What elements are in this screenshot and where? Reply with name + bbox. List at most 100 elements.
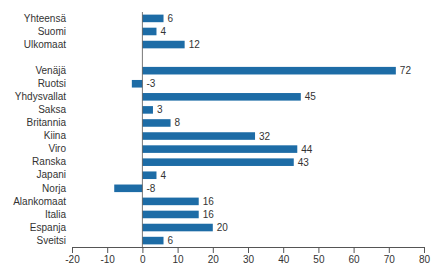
bar xyxy=(142,224,212,232)
bar xyxy=(142,198,198,206)
bar xyxy=(142,93,300,101)
category: Yhteensä xyxy=(24,13,67,24)
x-axis: -20 -10 0 10 20 30 40 50 60 70 80 xyxy=(65,247,430,265)
bar xyxy=(142,28,156,36)
tick: 70 xyxy=(384,247,396,265)
category: Britannia xyxy=(27,117,67,128)
tick: 0 xyxy=(140,247,146,265)
tick-label: 30 xyxy=(243,254,255,265)
category: Japani xyxy=(37,169,66,180)
tick: 60 xyxy=(349,247,361,265)
data-label: 20 xyxy=(217,222,229,233)
tick-mark xyxy=(72,247,73,253)
category: Venäjä xyxy=(35,65,66,76)
category: Ranska xyxy=(32,156,66,167)
data-label: 12 xyxy=(189,39,201,50)
data-label: 45 xyxy=(305,91,317,102)
category-label: Viro xyxy=(48,143,66,154)
bar xyxy=(132,80,143,88)
tick-mark xyxy=(107,247,108,253)
zero-line xyxy=(142,12,143,247)
tick-mark xyxy=(142,247,143,253)
data-label: 6 xyxy=(168,235,174,246)
category: Viro xyxy=(48,143,66,154)
tick-mark xyxy=(213,247,214,253)
bar xyxy=(142,67,395,75)
bars xyxy=(114,15,396,245)
bar xyxy=(142,106,153,114)
category-label: Ulkomaat xyxy=(24,39,66,50)
category-label: Italia xyxy=(45,209,67,220)
category: Italia xyxy=(45,209,67,220)
bar xyxy=(142,145,297,153)
data-label: 8 xyxy=(175,117,181,128)
plot: 641272-345383244434-81616206-20-10010203… xyxy=(13,12,430,265)
category-label: Ruotsi xyxy=(38,78,66,89)
tick-mark xyxy=(178,247,179,253)
tick-label: 70 xyxy=(384,254,396,265)
category: Saksa xyxy=(38,104,66,115)
tick-label: 20 xyxy=(208,254,220,265)
bar xyxy=(142,158,293,166)
category: Ulkomaat xyxy=(24,39,66,50)
tick-mark xyxy=(248,247,249,253)
category: Norja xyxy=(42,183,66,194)
category-label: Alankomaat xyxy=(13,196,66,207)
bar xyxy=(142,211,198,219)
tick: -10 xyxy=(100,247,115,265)
data-label: -3 xyxy=(146,78,155,89)
tick-label: 80 xyxy=(419,254,431,265)
tick: 40 xyxy=(278,247,290,265)
data-label: 32 xyxy=(259,131,271,142)
bar xyxy=(142,237,163,245)
category: Suomi xyxy=(38,26,66,37)
bar xyxy=(142,41,184,49)
tick-label: 60 xyxy=(349,254,361,265)
tick-label: 50 xyxy=(313,254,325,265)
tick-mark xyxy=(424,247,425,253)
data-label: 3 xyxy=(157,104,163,115)
bar xyxy=(142,171,156,179)
tick-mark xyxy=(354,247,355,253)
data-label: -8 xyxy=(146,183,155,194)
category: Sveitsi xyxy=(37,235,66,246)
category-label: Sveitsi xyxy=(37,235,66,246)
bar xyxy=(142,15,163,23)
tick-mark xyxy=(283,247,284,253)
tick: 50 xyxy=(313,247,325,265)
data-label: 16 xyxy=(203,196,215,207)
category-label: Yhdysvallat xyxy=(15,91,66,102)
category: Espanja xyxy=(30,222,67,233)
tick: -20 xyxy=(65,247,80,265)
category-label: Ranska xyxy=(32,156,66,167)
category: Yhdysvallat xyxy=(15,91,66,102)
category: Ruotsi xyxy=(38,78,66,89)
data-label: 43 xyxy=(298,157,310,168)
tick-label: -20 xyxy=(65,254,80,265)
tick-mark xyxy=(389,247,390,253)
data-label: 4 xyxy=(160,26,166,37)
bar xyxy=(114,185,142,193)
data-label: 6 xyxy=(168,13,174,24)
tick-label: 40 xyxy=(278,254,290,265)
tick: 10 xyxy=(173,247,185,265)
category-label: Britannia xyxy=(27,117,67,128)
category-label: Japani xyxy=(37,169,66,180)
tick-mark xyxy=(318,247,319,253)
category-label: Venäjä xyxy=(35,65,66,76)
category: Kiina xyxy=(44,130,67,141)
category-label: Yhteensä xyxy=(24,13,67,24)
category-label: Espanja xyxy=(30,222,67,233)
tick: 20 xyxy=(208,247,220,265)
data-label: 44 xyxy=(301,144,313,155)
tick-label: 0 xyxy=(140,254,146,265)
bar xyxy=(142,119,170,127)
data-labels: 641272-345383244434-81616206 xyxy=(146,13,411,246)
category-label: Suomi xyxy=(38,26,66,37)
category-label: Norja xyxy=(42,183,66,194)
data-label: 72 xyxy=(400,65,412,76)
category: Alankomaat xyxy=(13,196,66,207)
chart: 641272-345383244434-81616206-20-10010203… xyxy=(0,0,442,272)
category-label: Saksa xyxy=(38,104,66,115)
tick-label: -10 xyxy=(100,254,115,265)
